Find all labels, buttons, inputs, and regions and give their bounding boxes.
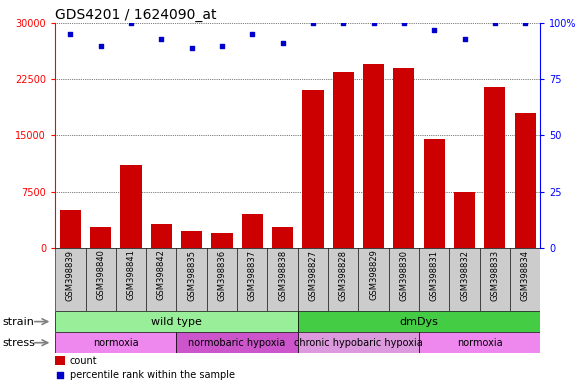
Text: GDS4201 / 1624090_at: GDS4201 / 1624090_at bbox=[55, 8, 217, 22]
Bar bbox=[146, 248, 177, 311]
Text: GSM398835: GSM398835 bbox=[187, 250, 196, 301]
Text: wild type: wild type bbox=[151, 316, 202, 327]
Point bbox=[460, 36, 469, 42]
Bar bbox=[297, 311, 540, 332]
Bar bbox=[120, 166, 142, 248]
Bar bbox=[297, 332, 419, 353]
Text: GSM398827: GSM398827 bbox=[309, 250, 317, 301]
Text: GSM398838: GSM398838 bbox=[278, 250, 287, 301]
Point bbox=[248, 31, 257, 37]
Bar bbox=[393, 68, 414, 248]
Point bbox=[126, 20, 135, 26]
Bar bbox=[207, 248, 237, 311]
Point bbox=[490, 20, 500, 26]
Bar bbox=[480, 248, 510, 311]
Bar bbox=[237, 248, 267, 311]
Bar bbox=[177, 332, 297, 353]
Bar bbox=[363, 64, 384, 248]
Bar bbox=[267, 248, 297, 311]
Point bbox=[96, 43, 105, 49]
Bar bbox=[60, 210, 81, 248]
Text: GSM398836: GSM398836 bbox=[217, 250, 227, 301]
Bar bbox=[449, 248, 480, 311]
Point bbox=[309, 20, 318, 26]
Text: GSM398834: GSM398834 bbox=[521, 250, 530, 301]
Bar bbox=[424, 139, 445, 248]
Bar bbox=[454, 192, 475, 248]
Bar bbox=[302, 91, 324, 248]
Text: GSM398837: GSM398837 bbox=[248, 250, 257, 301]
Text: GSM398842: GSM398842 bbox=[157, 250, 166, 300]
Bar bbox=[358, 248, 389, 311]
Bar bbox=[419, 332, 540, 353]
Point bbox=[369, 20, 378, 26]
Bar bbox=[333, 72, 354, 248]
Point bbox=[66, 31, 75, 37]
Text: GSM398832: GSM398832 bbox=[460, 250, 469, 301]
Bar bbox=[55, 332, 177, 353]
Text: count: count bbox=[70, 356, 98, 366]
Point bbox=[217, 43, 227, 49]
Point bbox=[278, 40, 287, 46]
Bar bbox=[55, 356, 65, 366]
Bar bbox=[328, 248, 358, 311]
Bar bbox=[55, 248, 85, 311]
Text: normobaric hypoxia: normobaric hypoxia bbox=[188, 338, 286, 348]
Text: percentile rank within the sample: percentile rank within the sample bbox=[70, 370, 235, 380]
Text: GSM398829: GSM398829 bbox=[369, 250, 378, 300]
Text: GSM398840: GSM398840 bbox=[96, 250, 105, 300]
Bar bbox=[297, 248, 328, 311]
Text: normoxia: normoxia bbox=[457, 338, 503, 348]
Text: GSM398828: GSM398828 bbox=[339, 250, 348, 301]
Bar bbox=[150, 224, 172, 248]
Bar bbox=[85, 248, 116, 311]
Bar bbox=[515, 113, 536, 248]
Text: chronic hypobaric hypoxia: chronic hypobaric hypoxia bbox=[294, 338, 423, 348]
Text: GSM398841: GSM398841 bbox=[127, 250, 135, 300]
Point bbox=[521, 20, 530, 26]
Bar bbox=[181, 231, 202, 248]
Bar bbox=[90, 227, 112, 248]
Bar bbox=[55, 311, 297, 332]
Bar bbox=[389, 248, 419, 311]
Point bbox=[187, 45, 196, 51]
Point bbox=[55, 372, 64, 378]
Text: normoxia: normoxia bbox=[93, 338, 139, 348]
Bar bbox=[484, 87, 505, 248]
Text: GSM398830: GSM398830 bbox=[399, 250, 408, 301]
Bar bbox=[116, 248, 146, 311]
Text: stress: stress bbox=[3, 338, 36, 348]
Text: GSM398831: GSM398831 bbox=[430, 250, 439, 301]
Bar bbox=[177, 248, 207, 311]
Bar bbox=[211, 233, 232, 248]
Text: GSM398833: GSM398833 bbox=[490, 250, 499, 301]
Point bbox=[339, 20, 348, 26]
Point bbox=[429, 27, 439, 33]
Text: strain: strain bbox=[3, 316, 35, 327]
Point bbox=[157, 36, 166, 42]
Bar bbox=[272, 227, 293, 248]
Text: dmDys: dmDys bbox=[400, 316, 439, 327]
Text: GSM398839: GSM398839 bbox=[66, 250, 75, 301]
Bar bbox=[242, 214, 263, 248]
Point bbox=[399, 20, 408, 26]
Bar bbox=[419, 248, 449, 311]
Bar bbox=[510, 248, 540, 311]
